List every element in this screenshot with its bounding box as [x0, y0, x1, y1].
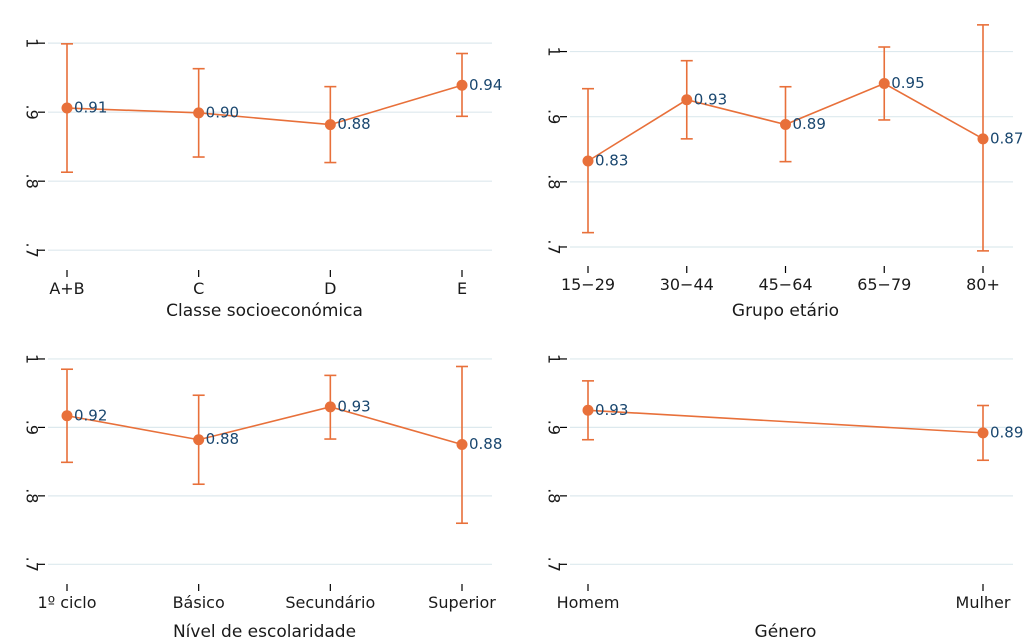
x-axis-title: Género [755, 622, 817, 640]
y-tick-label: 1 [23, 354, 42, 364]
data-label: 0.94 [469, 76, 502, 94]
y-tick-label: 1 [23, 38, 42, 48]
x-tick-label: Básico [173, 593, 225, 612]
y-tick-label: .7 [23, 557, 42, 572]
x-tick-label: 80+ [966, 275, 1000, 294]
x-tick-label: Mulher [956, 593, 1011, 612]
data-label: 0.87 [990, 129, 1023, 147]
y-tick-label: 1 [545, 354, 564, 364]
x-tick-label: 1º ciclo [37, 593, 96, 612]
data-label: 0.93 [694, 90, 727, 108]
y-tick-label: .9 [23, 420, 42, 435]
data-label: 0.89 [793, 115, 826, 133]
x-tick-label: A+B [49, 279, 84, 298]
x-tick-label: C [193, 279, 204, 298]
chart-panel-4: .7 .8 .9 1 Homem Mulher Género 0.93 0.89 [545, 354, 1024, 640]
data-label: 0.90 [206, 103, 239, 121]
x-tick-label: E [457, 279, 467, 298]
data-point [977, 427, 989, 439]
series-line [66, 406, 463, 446]
series-line [587, 409, 984, 434]
x-tick-label: 30−44 [660, 275, 714, 294]
chart-panel-3: .7 .8 .9 1 1º ciclo Básico Secundário Superior N… [23, 354, 503, 640]
y-tick-label: .9 [545, 109, 564, 124]
data-label: 0.89 [990, 423, 1023, 441]
data-point [878, 77, 890, 89]
x-tick-label: Superior [428, 593, 496, 612]
y-tick-label: .8 [545, 488, 564, 503]
y-tick-label: 1 [545, 46, 564, 56]
chart-panel-2: .7 .8 .9 1 15−29 30−44 45−64 65−79 80+ Grupo etár… [545, 24, 1023, 321]
data-point [456, 79, 468, 91]
data-point [780, 119, 791, 131]
data-label: 0.93 [595, 401, 628, 419]
x-axis-title: Grupo etário [732, 301, 839, 321]
data-label: 0.92 [74, 406, 107, 424]
y-tick-label: .7 [22, 243, 41, 258]
x-tick-label: Secundário [285, 593, 375, 612]
chart-panel-1: .7 .8 .9 1 A+B C D E Classe socioeconómica 0.91 0.… [22, 38, 502, 321]
data-label: 0.88 [337, 115, 370, 133]
data-label: 0.91 [74, 99, 107, 117]
data-point [193, 434, 205, 446]
y-tick-label: .8 [545, 174, 564, 189]
data-label: 0.88 [206, 430, 239, 448]
y-tick-label: .9 [545, 420, 564, 435]
x-tick-label: 15−29 [561, 275, 615, 294]
y-tick-label: .7 [545, 239, 564, 254]
data-point [324, 401, 336, 413]
y-tick-label: .8 [23, 174, 42, 189]
x-axis-title: Classe socioeconómica [166, 301, 363, 321]
x-axis-title: Nível de escolaridade [173, 622, 356, 640]
series-line [66, 84, 463, 126]
data-point [324, 119, 336, 131]
data-point [456, 439, 468, 451]
x-tick-label: 45−64 [758, 275, 812, 294]
y-tick-label: .7 [545, 557, 564, 572]
data-point [582, 404, 594, 416]
data-point [582, 155, 594, 167]
x-tick-label: Homem [557, 593, 620, 612]
data-label: 0.83 [595, 151, 628, 169]
y-tick-label: .8 [23, 488, 42, 503]
y-tick-label: .9 [23, 105, 42, 120]
data-point [61, 410, 73, 422]
data-label: 0.95 [891, 74, 924, 92]
data-point [977, 133, 989, 145]
data-label: 0.93 [337, 397, 370, 415]
data-point [681, 94, 693, 106]
x-tick-label: D [324, 279, 336, 298]
x-tick-label: 65−79 [857, 275, 911, 294]
data-point [193, 107, 205, 119]
data-label: 0.88 [469, 435, 502, 453]
data-point [61, 102, 73, 114]
